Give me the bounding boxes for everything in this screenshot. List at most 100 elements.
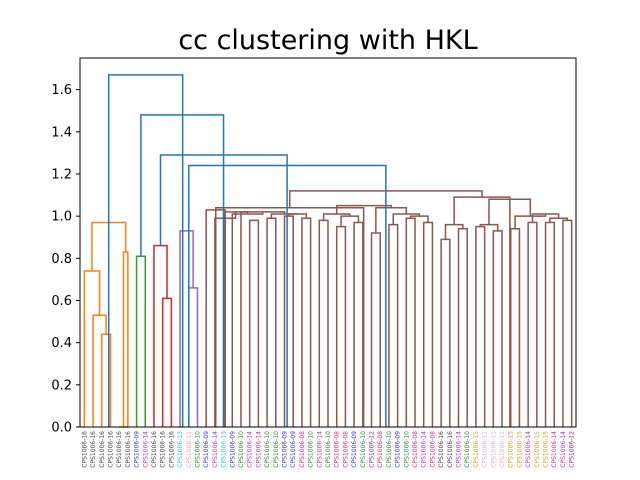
dendrogram-link <box>153 244 168 427</box>
dendrogram-link <box>214 206 365 427</box>
leaf-label: CPS1006-16 <box>168 431 175 468</box>
leaf-label: CPS1006-14 <box>142 431 149 468</box>
dendrogram-link <box>301 217 312 427</box>
leaf-labels: CPS1006-16 CPS1006-16 CPS1006-16 CPS1006-16… <box>81 431 575 468</box>
y-tick-label: 0.8 <box>51 252 72 267</box>
dendrogram-link <box>479 223 499 231</box>
leaf-label: CPS1006-10 <box>238 431 245 468</box>
dendrogram-link <box>222 211 249 427</box>
leaf-label: CPS1006-09 <box>281 431 288 468</box>
leaf-label: CPS1006-08 <box>377 431 384 468</box>
leaf-label: CPS1006-08 <box>429 431 436 468</box>
dendrogram-link <box>248 219 260 427</box>
y-axis: 0.0 0.2 0.4 0.6 0.8 1.0 1.2 1.4 1.6 <box>51 83 80 436</box>
dendrogram-link <box>83 270 101 427</box>
leaf-label: CPS1006-08 <box>412 431 419 468</box>
dendrogram-link <box>422 221 434 427</box>
leaf-label: CPS1006-16 <box>90 431 97 468</box>
leaf-label: CPS1006-11 <box>186 431 193 468</box>
dendrogram-link <box>353 221 364 427</box>
leaf-label: CPS1006-16 <box>107 431 114 468</box>
dendrogram-link <box>92 314 107 427</box>
dendrogram-link <box>283 215 294 427</box>
leaf-label: CPS1006-10 <box>360 431 367 468</box>
plot-frame <box>79 57 577 428</box>
y-tick-label: 0.0 <box>51 421 72 436</box>
leaf-label: CPS1006-16 <box>116 431 123 468</box>
y-tick-label: 1.6 <box>51 83 72 98</box>
leaf-label: CPS1006-10 <box>464 431 471 468</box>
leaf-label: CPS1006-14 <box>421 431 428 468</box>
dendrogram-link <box>475 225 486 427</box>
leaf-label: CPS1006-10 <box>194 431 201 468</box>
dendrogram-link <box>122 251 129 427</box>
leaf-label: CPS1006-14 <box>247 431 254 468</box>
leaf-label: CPS1006-15 <box>543 431 550 468</box>
leaf-label: CPS1006-15 <box>516 431 523 468</box>
chart-title: cc clustering with HKL <box>178 25 477 56</box>
leaf-label: CPS1006-13 <box>177 431 184 468</box>
dendrogram-link <box>388 223 399 427</box>
dendrogram-link <box>544 221 555 427</box>
dendrogram-link <box>509 228 521 427</box>
dendrogram-link <box>492 230 503 427</box>
leaf-label: CPS1006-16 <box>160 431 167 468</box>
y-tick-label: 0.6 <box>51 294 72 309</box>
dendrogram-link <box>440 238 451 427</box>
leaf-label: CPS1006-16 <box>99 431 106 468</box>
dendrogram-link <box>240 211 286 427</box>
leaf-label: CPS1006-09 <box>351 431 358 468</box>
leaf-label: CPS1006-16 <box>438 431 445 468</box>
y-tick-label: 0.4 <box>51 336 72 351</box>
dendrogram-link <box>527 221 538 427</box>
leaf-label: CPS1006-16 <box>447 431 454 468</box>
leaf-label: CPS1006-14 <box>316 431 323 468</box>
dendrogram-link <box>335 225 347 427</box>
dendrogram-link <box>375 206 408 234</box>
leaf-label: CPS1006-16 <box>151 431 158 468</box>
leaf-label: CPS1006-09 <box>134 431 141 468</box>
dendrogram-link <box>266 217 277 427</box>
dendrogram-link <box>370 232 381 427</box>
dendrogram-link <box>335 204 392 215</box>
y-tick-label: 1.4 <box>51 125 72 140</box>
leaf-label: CPS1006-09 <box>395 431 402 468</box>
dendrogram-link <box>135 255 147 427</box>
dendrogram-links <box>83 74 573 428</box>
leaf-label: CPS1006-08 <box>334 431 341 468</box>
leaf-label: CPS1006-09 <box>203 431 210 468</box>
leaf-label: CPS1006-10 <box>273 431 280 468</box>
leaf-label: CPS1006-10 <box>264 431 271 468</box>
leaf-label: CPS1006-16 <box>81 431 88 468</box>
dendrogram-link <box>188 287 199 427</box>
leaf-label: CPS1006-15 <box>473 431 480 468</box>
y-tick-label: 1.2 <box>51 167 72 182</box>
leaf-label: CPS1006-14 <box>551 431 558 468</box>
leaf-label: CPS1006-14 <box>560 431 567 468</box>
leaf-label: CPS1006-13 <box>221 431 228 468</box>
dendrogram-link <box>107 74 184 427</box>
dendrogram-link <box>514 214 547 229</box>
dendrogram-link <box>161 297 173 427</box>
leaf-label: CPS1006-14 <box>255 431 262 468</box>
dendrogram-link <box>322 213 351 221</box>
leaf-label: CPS1006-12 <box>369 431 376 468</box>
dendrogram-link <box>457 228 468 427</box>
leaf-label: CPS1006-11 <box>499 431 506 468</box>
leaf-label: CPS1006-14 <box>456 431 463 468</box>
leaf-label: CPS1006-11 <box>490 431 497 468</box>
leaf-label: CPS1006-16 <box>125 431 132 468</box>
leaf-label: CPS1006-09 <box>229 431 236 468</box>
dendrogram-link <box>270 213 298 219</box>
y-tick-label: 1.0 <box>51 210 72 225</box>
leaf-label: CPS1006-09 <box>290 431 297 468</box>
leaf-label: CPS1006-10 <box>325 431 332 468</box>
dendrogram-link <box>318 219 329 427</box>
dendrogram-link <box>179 230 194 427</box>
leaf-label: CPS1006-10 <box>403 431 410 468</box>
dendrogram-link <box>562 219 573 427</box>
leaf-label: CPS1006-10 <box>386 431 393 468</box>
leaf-label: CPS1006-08 <box>342 431 349 468</box>
leaf-label: CPS1006-10 <box>308 431 315 468</box>
